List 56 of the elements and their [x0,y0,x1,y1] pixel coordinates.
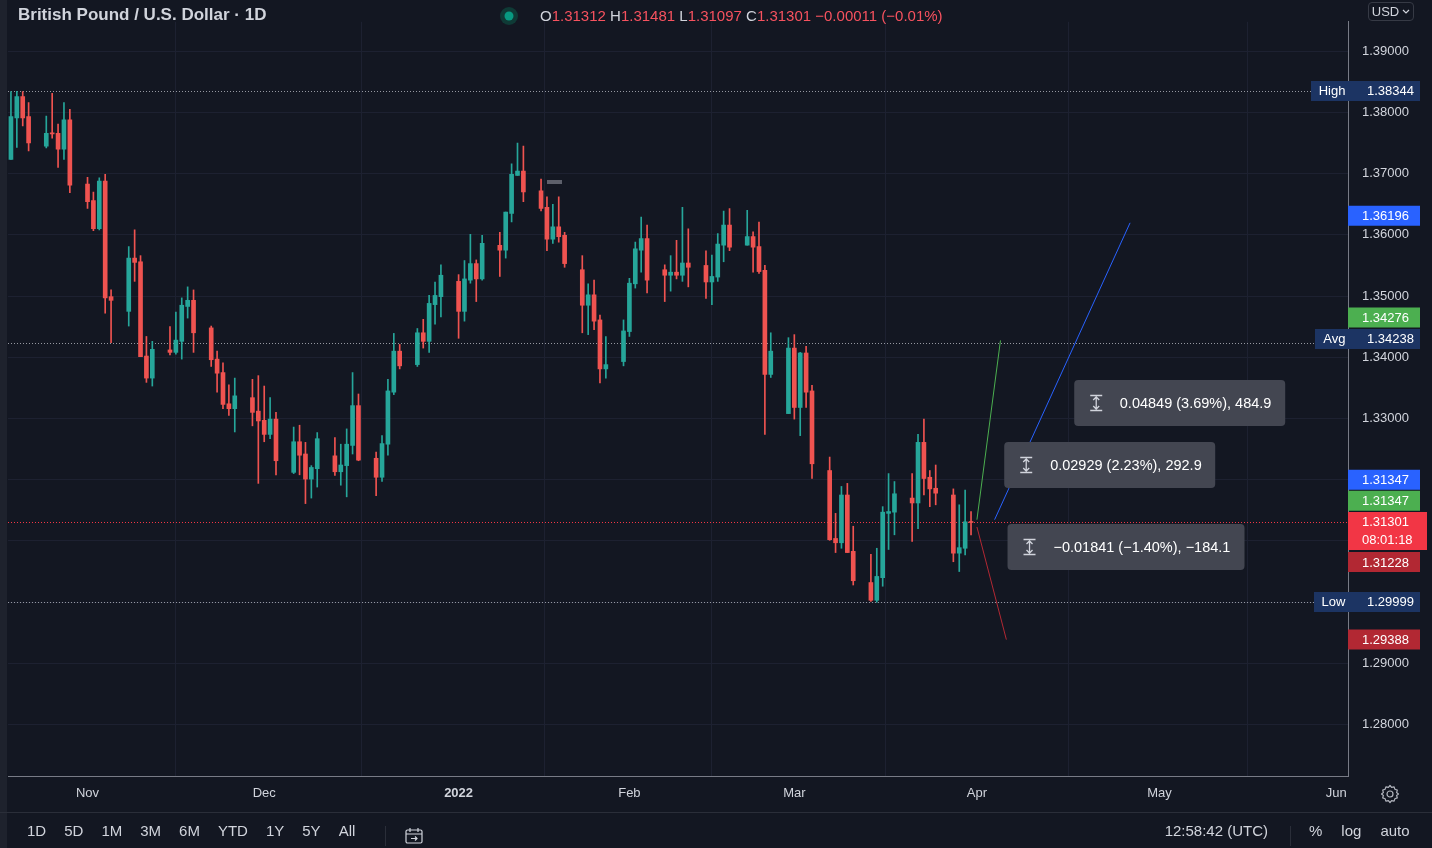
currency-dropdown: USD [1368,2,1414,21]
y-tick-label: 1.34000 [1362,348,1409,364]
y-tick-label: 1.38000 [1362,103,1409,119]
text: 5D [64,822,84,839]
y-tick-label: 1.37000 [1362,165,1409,181]
chart-subtitle: O1.31312 H1.31481 L1.31097 C1.31301 −0.00011 (−0.01%) [540,7,943,24]
ref-line-label: 1.31301 08:01:18 [1348,512,1427,551]
text: 1.31347 [1362,472,1409,488]
text: All [338,822,356,839]
x-tick-label: Nov [75,785,100,801]
annotation: 0.02929 (2.23%), 292.9 [1050,456,1202,473]
text: 1.31347 [1362,493,1409,509]
x-tick-label: Mar [783,785,807,801]
annotation: −0.01841 (−1.40%), −184.1 [1053,538,1231,555]
y-tick-label: 1.36000 [1362,226,1409,242]
text: log [1341,822,1362,839]
text: 6M [179,822,200,839]
x-tick-label: Jun [1325,785,1347,801]
x-tick-label: Feb [618,785,641,801]
text: 3M [140,822,162,839]
callout-box: −0.01841 (−1.40%), −184.1 [1007,523,1245,570]
text: 5Y [302,822,321,839]
x-tick-label: Apr [966,785,988,801]
text: 1.29388 [1362,632,1409,648]
candlestick [662,264,668,302]
y-tick-label: 1.33000 [1362,410,1409,426]
x-tick-label: 2022 [444,785,474,801]
candlestick [497,232,503,277]
candlestick [585,283,591,335]
candlestick [232,377,238,433]
x-tick-label: Dec [252,785,277,801]
text: auto [1380,822,1410,839]
text: 1.31228 [1362,554,1409,570]
candlestick [685,228,691,288]
y-tick-label: 1.35000 [1362,287,1409,303]
y-tick-label: 1.39000 [1362,42,1409,58]
text: 1D [27,822,47,839]
text: 1Y [265,822,285,839]
chart-title: British Pound / U.S. Dollar · 1D [18,5,267,25]
candlestick [968,511,974,536]
callout-box: 0.02929 (2.23%), 292.9 [1004,441,1216,488]
annotation: 0.04849 (3.69%), 484.9 [1119,394,1272,411]
text: % [1309,822,1323,839]
text: 1.34276 [1362,309,1409,325]
text: 12:58:42 (UTC) [1164,821,1268,841]
ref-line-label: Low 1.29999 [1313,592,1420,613]
x-tick-label: May [1147,785,1173,801]
callout-box: 0.04849 (3.69%), 484.9 [1073,379,1286,426]
y-tick-label: 1.28000 [1362,716,1409,732]
y-tick-label: 1.29000 [1362,654,1409,670]
candlestick [226,384,232,416]
ref-line-label: High 1.38344 [1310,81,1420,102]
text: 1.36196 [1362,208,1409,224]
text: YTD [217,822,248,839]
text: 1M [101,822,123,839]
ref-line-label: Avg 1.34238 [1315,328,1420,349]
